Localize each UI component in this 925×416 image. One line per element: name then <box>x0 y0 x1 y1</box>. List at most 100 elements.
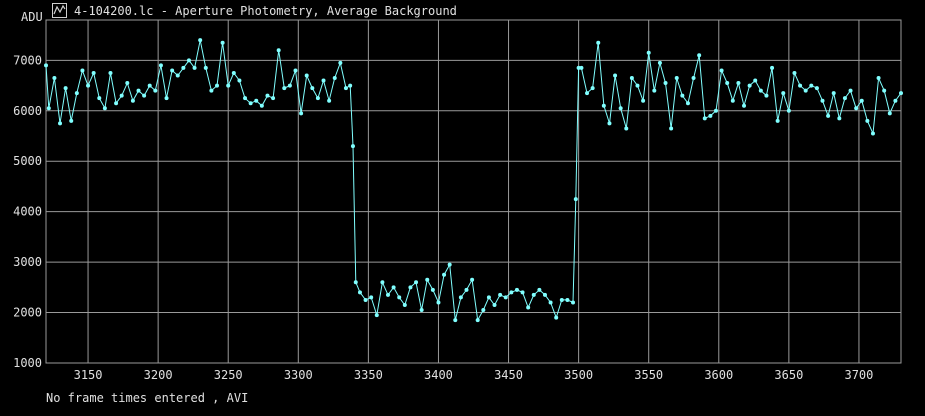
data-point <box>736 81 741 86</box>
data-point <box>870 131 875 136</box>
data-point <box>402 302 407 307</box>
data-point <box>792 70 797 75</box>
x-tick-label: 3450 <box>494 368 523 382</box>
chart-window-icon <box>52 3 67 18</box>
data-point <box>730 98 735 103</box>
data-point <box>363 297 368 302</box>
data-point <box>542 292 547 297</box>
data-point <box>414 280 419 285</box>
data-point <box>747 83 752 88</box>
y-axis-label: ADU <box>21 10 43 24</box>
data-point <box>685 101 690 106</box>
data-point <box>590 86 595 91</box>
x-tick-label: 3350 <box>354 368 383 382</box>
data-point <box>209 88 214 93</box>
data-point <box>46 106 51 111</box>
data-point <box>203 65 208 70</box>
data-point <box>814 86 819 91</box>
window-title: 4-104200.lc - Aperture Photometry, Avera… <box>74 4 457 18</box>
data-point <box>708 113 713 118</box>
data-point <box>464 287 469 292</box>
data-point <box>158 63 163 68</box>
data-point <box>142 93 147 98</box>
data-point <box>453 318 458 323</box>
x-tick-label: 3150 <box>74 368 103 382</box>
data-point <box>419 308 424 313</box>
data-point <box>509 290 514 295</box>
data-point <box>607 121 612 126</box>
status-footer: No frame times entered , AVI <box>46 391 249 405</box>
data-point <box>786 108 791 113</box>
data-point <box>226 83 231 88</box>
data-point <box>231 70 236 75</box>
data-point <box>391 285 396 290</box>
y-tick-label: 3000 <box>13 255 42 269</box>
data-point <box>618 106 623 111</box>
data-point <box>374 313 379 318</box>
data-point <box>108 70 113 75</box>
data-point <box>803 88 808 93</box>
data-point <box>831 91 836 96</box>
data-point <box>170 68 175 73</box>
data-point <box>635 83 640 88</box>
data-point <box>259 103 264 108</box>
data-point <box>102 106 107 111</box>
data-point <box>192 65 197 70</box>
data-point <box>265 93 270 98</box>
data-point <box>186 58 191 63</box>
data-point <box>299 111 304 116</box>
data-point <box>44 63 48 68</box>
data-point <box>86 83 91 88</box>
data-point <box>798 83 803 88</box>
data-point <box>624 126 629 131</box>
data-point <box>350 144 355 149</box>
data-point <box>430 287 435 292</box>
y-tick-label: 2000 <box>13 306 42 320</box>
data-point <box>181 65 186 70</box>
data-point <box>386 292 390 297</box>
data-point <box>136 88 141 93</box>
x-tick-label: 3550 <box>634 368 663 382</box>
data-point <box>175 73 180 78</box>
data-point <box>646 50 651 55</box>
data-point <box>725 81 730 86</box>
data-point <box>492 302 497 307</box>
data-point <box>276 48 281 53</box>
data-point <box>781 91 786 96</box>
y-tick-label: 6000 <box>13 104 42 118</box>
data-point <box>310 86 315 91</box>
data-point <box>52 76 57 81</box>
data-point <box>613 73 618 78</box>
data-point <box>74 91 79 96</box>
data-point <box>248 101 253 106</box>
data-point <box>63 86 68 91</box>
data-point <box>753 78 758 83</box>
data-point <box>254 98 259 103</box>
data-point <box>408 285 413 290</box>
data-point <box>531 292 536 297</box>
data-point <box>343 86 348 91</box>
data-point <box>742 103 747 108</box>
data-point <box>848 88 853 93</box>
data-point <box>548 300 553 305</box>
data-point <box>425 277 430 282</box>
data-point <box>537 287 542 292</box>
data-point <box>338 60 343 65</box>
data-point <box>576 65 581 70</box>
data-point <box>520 290 525 295</box>
data-point <box>893 98 898 103</box>
data-point <box>629 76 634 81</box>
data-point <box>237 78 242 83</box>
data-point <box>503 295 508 300</box>
data-point <box>475 318 480 323</box>
data-point <box>809 83 814 88</box>
data-point <box>764 93 769 98</box>
data-point <box>304 73 309 78</box>
data-point <box>526 305 531 310</box>
data-point <box>859 98 864 103</box>
data-point <box>876 76 881 81</box>
data-point <box>691 76 696 81</box>
data-point <box>652 88 657 93</box>
data-point <box>571 300 576 305</box>
